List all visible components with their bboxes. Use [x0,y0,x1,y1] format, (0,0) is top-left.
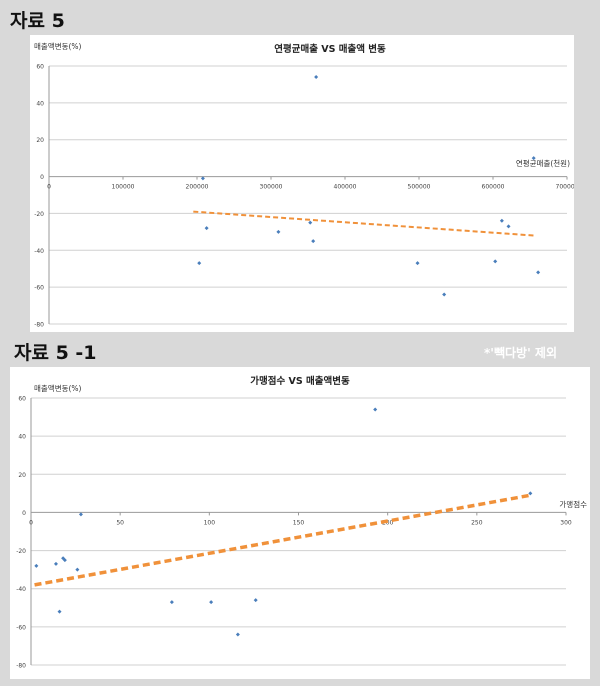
data-point [197,261,202,266]
data-point [53,561,58,566]
x-tick-label: 250 [471,519,483,526]
x-tick-label: 100000 [112,184,135,191]
y-tick-label: 60 [18,396,26,403]
data-point [314,75,319,80]
data-point [78,512,83,517]
y-tick-label: -80 [34,322,44,329]
data-point [253,598,258,603]
y-axis-title: 매출액변동(%) [34,41,82,51]
x-tick-label: 200000 [186,184,209,191]
chart-panel-1: -80 -60 -40 -20 0 20 40 60 0 100000 200000 300000 40… [30,35,579,332]
data-point [57,609,62,614]
y-tick-label: 0 [22,510,26,517]
x-tick-label: 50 [116,519,124,526]
data-point [200,176,205,181]
y-tick-label: 60 [36,64,44,71]
data-point [499,218,504,223]
x-axis-title: 가맹점수 [559,499,587,509]
chart-1-svg: -80 -60 -40 -20 0 20 40 60 0 100000 200000 300000 40… [34,41,579,329]
x-tick-label: 0 [47,184,51,191]
data-point [235,632,240,637]
y-tick-label: -60 [16,624,26,631]
y-tick-label: -20 [16,548,26,555]
data-point [75,567,80,572]
data-point [204,226,209,231]
section-title-1: 자료 5 [10,10,65,32]
trendline [34,493,531,587]
y-tick-label: -60 [34,285,44,292]
data-point [61,556,66,561]
x-axis-title: 연평균매출(천원) [516,158,570,168]
chart-2-svg: -80 -60 -40 -20 0 20 40 60 0 50 100 150 200 250 300 가맹점… [16,375,587,670]
x-tick-label: 300 [560,519,572,526]
data-point [209,600,214,605]
data-point [506,224,511,229]
y-tick-label: 40 [36,100,44,107]
section-title-2: 자료 5 -1 [14,342,97,364]
x-tick-label: 150 [293,519,305,526]
y-tick-label: -20 [34,211,44,218]
data-point [373,407,378,412]
y-tick-label: -80 [16,663,26,670]
data-point [62,558,67,563]
x-tick-label: 700000 [556,184,574,191]
data-point [276,229,281,234]
y-tick-label: 0 [40,174,44,181]
y-tick-label: -40 [34,248,44,255]
data-point [308,220,313,225]
chart-title: 연평균매출 VS 매출액 변동 [274,43,386,55]
x-tick-label: 0 [29,519,33,526]
y-tick-label: 20 [36,137,44,144]
y-axis-title: 매출액변동(%) [34,383,82,393]
x-tick-label: 400000 [334,184,357,191]
data-point [415,261,420,266]
exclusion-note: *'빽다방' 제외 [484,346,558,360]
data-point [169,600,174,605]
chart-panel-2: -80 -60 -40 -20 0 20 40 60 0 50 100 150 200 250 300 가맹점… [10,367,590,679]
data-point [442,292,447,297]
x-tick-label: 200 [382,519,394,526]
y-tick-label: 40 [18,434,26,441]
data-point [34,563,39,568]
chart-title: 가맹점수 VS 매출액변동 [250,375,350,387]
y-tick-label: 20 [18,472,26,479]
data-point [311,239,316,244]
data-point [528,491,533,496]
x-tick-label: 100 [204,519,216,526]
data-point [531,156,536,161]
data-point [536,270,541,275]
x-tick-label: 500000 [408,184,431,191]
trendline [193,210,534,237]
x-tick-label: 600000 [482,184,505,191]
y-tick-label: -40 [16,586,26,593]
x-tick-label: 300000 [260,184,283,191]
data-point [493,259,498,264]
